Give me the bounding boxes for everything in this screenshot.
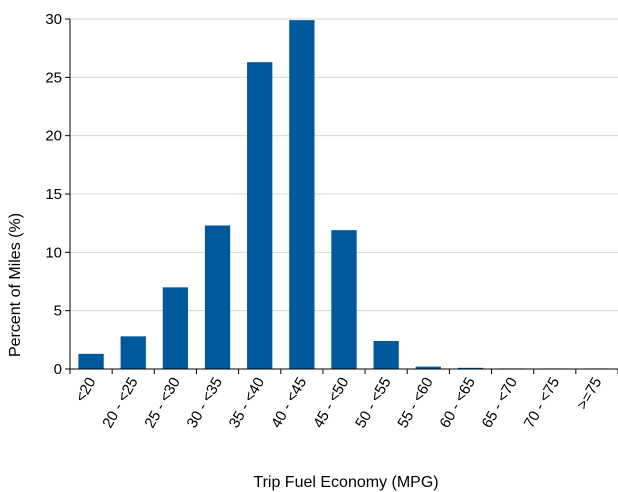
x-tick-labels: <20 20 - <25 25 - <30 30 - <35 35 - <40 40 - … bbox=[72, 375, 605, 432]
x-tick-label: 40 - <45 bbox=[268, 375, 310, 432]
x-tick-label: 70 - <75 bbox=[521, 375, 563, 432]
y-tick-label: 25 bbox=[45, 69, 62, 86]
y-tick-label: 15 bbox=[45, 186, 62, 203]
bar bbox=[457, 367, 484, 369]
x-tick-label: 50 - <55 bbox=[352, 375, 394, 432]
x-tick-label: 60 - <65 bbox=[436, 375, 478, 432]
bar bbox=[162, 287, 189, 369]
x-tick-label: 25 - <30 bbox=[141, 375, 183, 432]
bar bbox=[331, 230, 357, 369]
bar bbox=[289, 20, 315, 370]
x-tick-label: 30 - <35 bbox=[184, 375, 226, 432]
y-tick-label: 0 bbox=[54, 361, 62, 378]
x-tick-label: 65 - <70 bbox=[479, 375, 521, 432]
bar bbox=[78, 353, 104, 369]
x-tick-label: 35 - <40 bbox=[226, 375, 268, 432]
x-axis-title: Trip Fuel Economy (MPG) bbox=[253, 474, 438, 491]
bar bbox=[204, 225, 231, 369]
y-tick-label: 20 bbox=[45, 128, 62, 145]
grid-lines bbox=[70, 18, 618, 312]
y-axis-title: Percent of Miles (%) bbox=[7, 213, 24, 357]
y-tick-label: 5 bbox=[54, 303, 62, 320]
y-tick-labels: 0 5 10 15 20 25 30 bbox=[45, 11, 62, 378]
y-tick-label: 30 bbox=[45, 11, 62, 28]
x-tick-label: 20 - <25 bbox=[99, 375, 141, 432]
bar bbox=[247, 62, 273, 370]
bar bbox=[373, 341, 399, 369]
bar bbox=[120, 336, 146, 369]
bar bbox=[415, 366, 441, 369]
x-tick-label: 55 - <60 bbox=[394, 375, 436, 432]
axes bbox=[65, 18, 618, 374]
x-tick-label: <20 bbox=[72, 375, 99, 406]
y-tick-label: 10 bbox=[45, 244, 62, 261]
x-tick-label: >=75 bbox=[574, 375, 606, 413]
bars bbox=[78, 20, 610, 370]
x-tick-label: 45 - <50 bbox=[310, 375, 352, 432]
